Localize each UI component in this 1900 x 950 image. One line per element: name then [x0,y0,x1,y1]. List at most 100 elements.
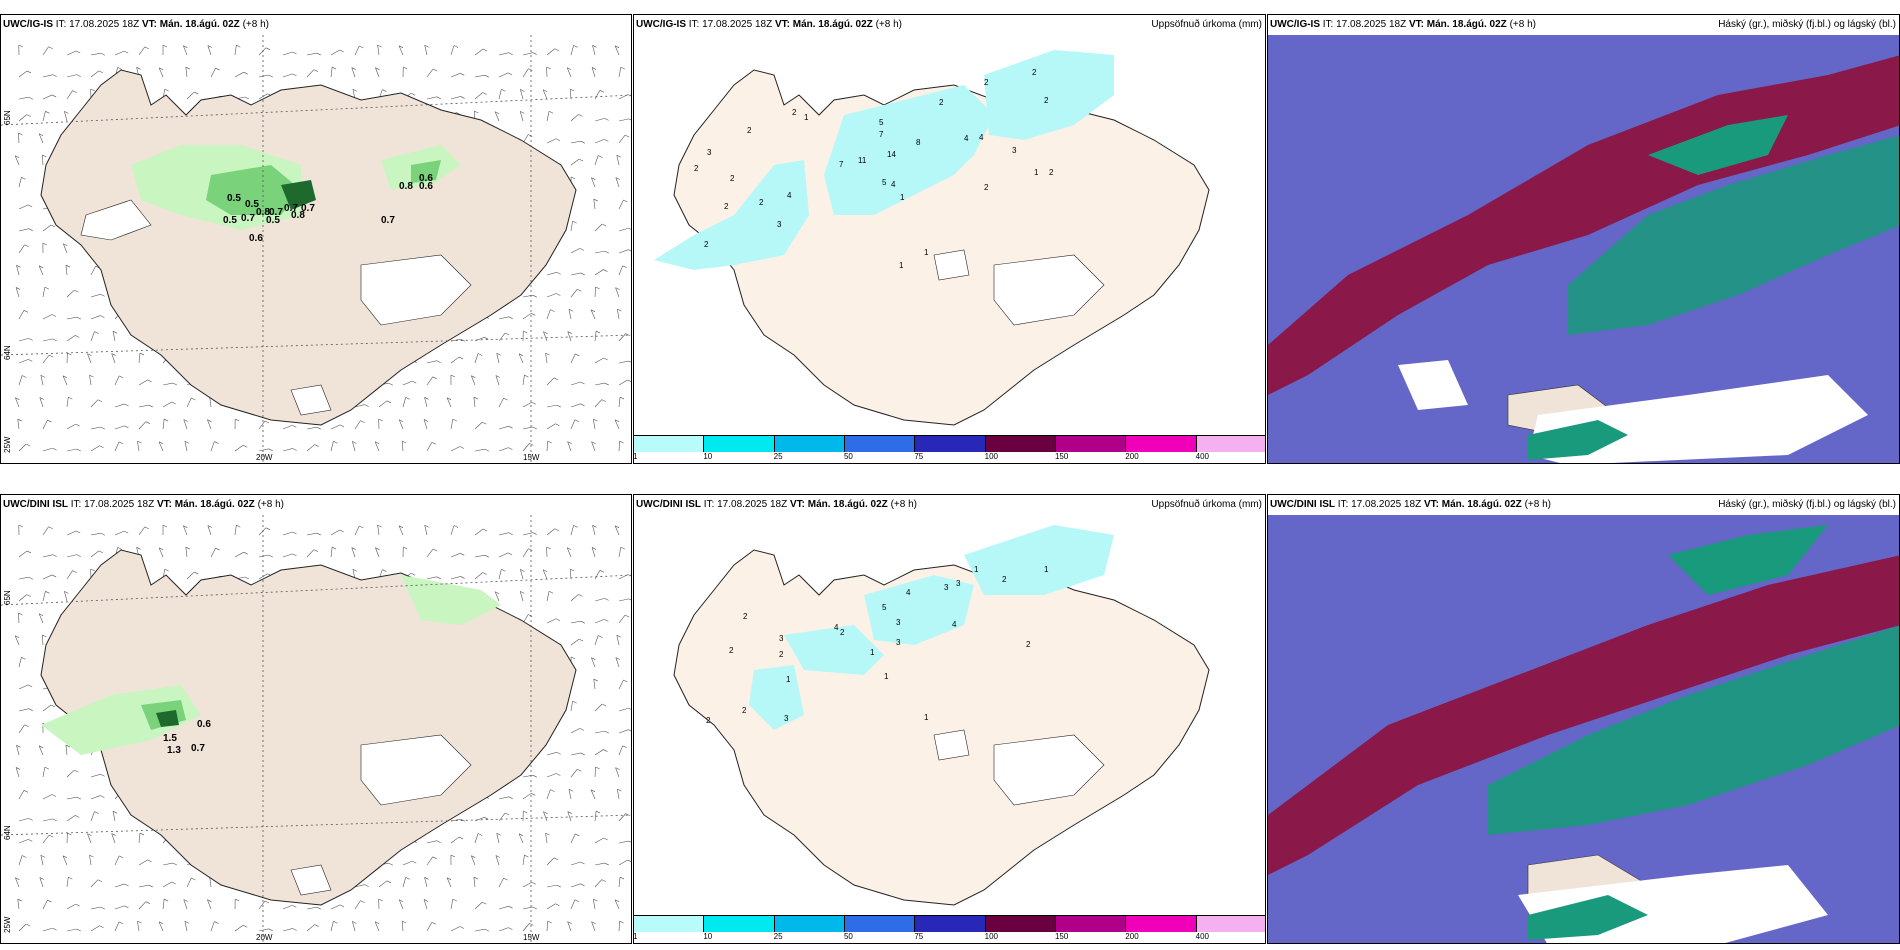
wind-barb [618,333,626,342]
colorbar-tick-label: 50 [843,932,853,941]
wind-barb-flag [40,374,45,378]
wind-barb [258,448,269,452]
wind-barb-flag [508,425,513,429]
wind-barb [546,921,549,932]
wind-barb-flag [567,811,572,814]
wind-barb-flag [627,379,631,382]
wind-barb [354,884,365,888]
wind-barb-flag [580,272,585,276]
wind-barb-flag [591,441,596,444]
wind-barb [258,74,269,78]
wind-barb [591,921,596,932]
wind-barb [66,74,77,78]
wind-barb [42,767,46,778]
wind-barb-flag [52,447,57,451]
wind-barb [567,921,572,932]
wind-barb [570,883,581,888]
wind-barb [87,833,92,844]
wind-barb-flag [431,442,437,445]
wind-barb [495,375,500,386]
wind-barb [546,309,551,320]
wind-barb-flag [162,524,168,528]
wind-barb [594,635,599,646]
colorbar-tick-label: 400 [1195,452,1209,461]
wind-barb-flag [614,419,620,423]
wind-barb-flag [508,52,513,55]
wind-barb [306,906,317,910]
wind-barb [567,441,572,452]
wind-barb [42,287,46,298]
precip-value-label: 2 [792,108,797,117]
wind-barb [424,877,428,888]
wind-barb [38,133,44,144]
wind-barb [209,877,212,888]
wind-barb-flag [90,88,95,92]
precip-colorbar-bottom: 1 10 25 50 75 100 150 200 400 [634,915,1265,941]
wind-barb [618,379,628,386]
wind-barb [18,576,29,580]
wind-barb [570,221,573,232]
wind-barb-flag [97,879,103,883]
colorbar-segment: 200 [1125,436,1197,461]
wind-barb-flag [555,423,560,426]
wind-barb [570,861,581,866]
wind-barb [594,598,605,602]
wind-barb-flag [403,66,408,70]
wind-barb [423,899,428,910]
wind-barb [498,425,509,430]
wind-barb [498,397,504,408]
wind-barb-flag [424,877,429,880]
wind-barb [18,708,29,712]
wind-barb-flag [623,679,628,683]
wind-barb-flag [265,527,271,531]
wind-barb-flag [592,45,597,48]
wind-barb [546,751,557,756]
wind-barb-flag [503,397,508,401]
wind-barb-flag [100,426,105,430]
wind-barb [42,74,53,78]
cloud-title-bottom: Háský (gr.), miðský (fj.bl.) og lágský (… [1718,499,1896,510]
wind-barb-flag [507,552,513,556]
wind-barb-flag [183,899,188,902]
wind-barb [18,310,25,320]
wind-barb [39,397,44,408]
wind-barb [546,903,556,910]
colorbar-segment: 10 [703,916,775,941]
wind-barb-flag [15,287,21,290]
wind-barb-flag [147,859,152,863]
wind-barb [90,550,100,558]
wind-barb-flag [573,525,578,528]
wind-barb [570,525,574,536]
wind-barb [618,598,629,602]
colorbar-segment: 50 [844,436,916,461]
wind-barb-flag [136,547,141,550]
wind-barb [330,547,333,558]
wind-barb [594,619,605,624]
wind-barb-flag [459,446,465,449]
wind-barb-flag [528,548,533,551]
wind-barb [282,928,293,932]
wind-barb [114,921,120,932]
wind-barb [570,620,581,624]
wind-barb-flag [474,110,479,114]
colorbar-segment: 1 [634,916,705,941]
wind-barb [207,419,212,430]
lat-label-25w: 25W [3,916,12,933]
wind-barb [66,903,76,910]
precip-value-label: 5 [879,118,884,127]
wind-barb [471,375,476,386]
wind-barb-flag [118,441,124,445]
wind-barb-flag [432,856,437,860]
wind-barb-flag [264,900,270,904]
wind-barb-flag [580,752,585,756]
wind-barb-flag [484,554,489,558]
wind-barb [377,45,380,56]
wind-barb-flag [72,570,77,573]
wind-barb-flag [28,96,33,100]
wind-barb-flag [23,310,29,313]
wind-barb [18,177,22,188]
wind-barb [616,635,620,646]
precip-value-label: 2 [1026,640,1031,649]
wind-barb-flag [628,729,631,732]
wind-barb [474,528,484,536]
